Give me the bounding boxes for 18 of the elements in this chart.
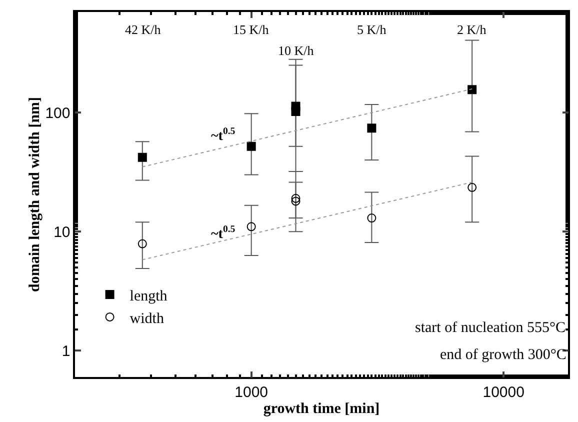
annotation: start of nucleation 555°C — [415, 320, 566, 336]
annotation: 2 K/h — [457, 22, 487, 37]
legend-label: width — [130, 310, 164, 327]
y-axis-title: domain length and width [nm] — [26, 96, 43, 292]
y-tick-label: 1 — [62, 342, 70, 360]
annotation: 5 K/h — [357, 22, 387, 37]
x-axis-title: growth time [min] — [263, 400, 380, 417]
annotation: ~t$^{0.5}$ — [211, 126, 236, 144]
x-tick-label: 10000 — [482, 384, 524, 401]
y-tick-label: 100 — [45, 104, 70, 122]
x-tick-label: 1000 — [234, 384, 268, 401]
annotation: 15 K/h — [233, 22, 270, 37]
annotation: 10 K/h — [278, 43, 314, 58]
annotation: ~t$^{0.5}$ — [211, 224, 236, 242]
annotation: end of growth 300°C — [440, 347, 566, 363]
y-tick-label: 10 — [54, 224, 70, 241]
legend-label: length — [130, 288, 168, 304]
annotation: 42 K/h — [125, 22, 162, 37]
